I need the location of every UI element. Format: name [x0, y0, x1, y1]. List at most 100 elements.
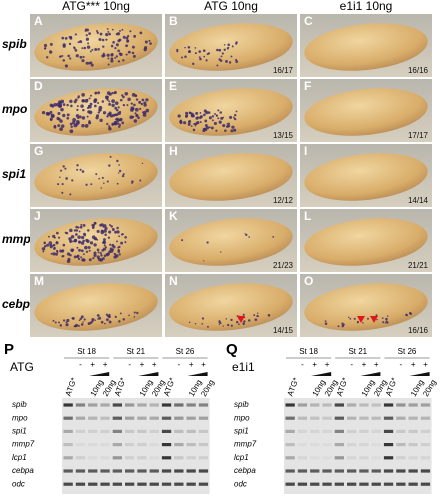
gel-band	[100, 429, 110, 433]
stain-dot	[94, 222, 97, 225]
stain-dot	[235, 60, 239, 63]
stain-dot	[341, 322, 344, 325]
gel-band	[310, 469, 320, 473]
gel-band	[149, 443, 159, 447]
gel-band	[75, 416, 86, 420]
stain-dot	[77, 257, 81, 261]
stain-dot	[208, 116, 212, 120]
stain-dot	[210, 126, 214, 130]
gel-band	[75, 429, 86, 433]
gel-band	[161, 416, 172, 420]
gel-band	[371, 469, 381, 473]
stain-dot	[117, 248, 120, 252]
gel-band	[161, 456, 172, 460]
stain-dot	[131, 45, 135, 49]
stain-dot	[76, 105, 79, 108]
stain-dot	[55, 249, 59, 253]
gel-band	[198, 416, 209, 420]
stain-dot	[211, 115, 215, 118]
stain-dot	[82, 108, 85, 112]
stain-dot	[82, 55, 85, 59]
stain-dot	[81, 93, 85, 97]
stain-dot	[103, 229, 107, 233]
stain-dot	[43, 43, 48, 48]
gel-band	[186, 469, 196, 473]
embryo	[169, 88, 293, 136]
stain-dot	[231, 45, 234, 48]
stain-dot	[64, 167, 67, 170]
gel-band	[359, 403, 369, 407]
stain-dot	[41, 111, 46, 115]
gel-band	[310, 456, 319, 459]
stain-dot	[94, 319, 96, 321]
gel-band	[372, 443, 381, 446]
stain-dot	[45, 56, 49, 59]
stain-dot	[111, 28, 114, 31]
stain-dot	[91, 235, 96, 239]
stain-dot	[106, 122, 109, 126]
stain-dot	[204, 123, 208, 127]
stain-dot	[349, 317, 352, 320]
stain-dot	[76, 246, 79, 249]
stain-dot	[54, 252, 59, 256]
stain-dot	[86, 106, 90, 110]
stain-dot	[96, 114, 100, 118]
stain-dot	[80, 249, 84, 253]
stain-dot	[184, 55, 187, 59]
stain-dot	[114, 56, 117, 59]
stain-dot	[52, 319, 55, 322]
gel-band	[359, 429, 369, 433]
gel-band	[322, 403, 332, 407]
stain-dot	[74, 48, 78, 52]
stain-dot	[149, 42, 152, 45]
gel-band	[285, 416, 295, 420]
stain-dot	[89, 241, 94, 245]
gel-band	[408, 429, 418, 433]
gel-band	[125, 482, 135, 486]
stain-dot	[114, 101, 119, 105]
stain-dot	[59, 324, 63, 327]
stain-dot	[59, 176, 61, 178]
gel-band	[334, 469, 344, 473]
dose-wedge	[409, 372, 430, 376]
dose-wedge	[89, 372, 110, 376]
stain-dot	[87, 61, 91, 65]
stain-dot	[115, 108, 119, 112]
gel-band	[371, 482, 381, 486]
stain-dot	[69, 228, 73, 233]
stain-dot	[235, 110, 238, 113]
stain-dot	[103, 244, 106, 247]
stain-dot	[110, 59, 114, 63]
stain-dot	[102, 54, 106, 57]
stain-dot	[78, 240, 82, 244]
gel-band	[63, 403, 73, 407]
stain-dot	[70, 125, 73, 129]
stain-dot	[94, 238, 97, 240]
stain-dot	[218, 323, 221, 325]
stain-dot	[216, 48, 219, 52]
stain-dot	[69, 122, 73, 126]
stain-dot	[66, 252, 71, 256]
gel-band	[75, 403, 86, 407]
stain-dot	[139, 107, 142, 110]
stain-dot	[207, 111, 211, 114]
stain-dot	[125, 36, 129, 40]
embryo-count: 14/14	[408, 196, 429, 205]
sign-label: -	[350, 360, 353, 369]
stain-dot	[225, 318, 228, 320]
stain-dot	[117, 172, 120, 174]
panel-letter: C	[304, 14, 313, 28]
sign-label: +	[189, 360, 194, 369]
embryo	[304, 88, 428, 136]
stain-dot	[194, 322, 197, 325]
stain-dot	[106, 115, 109, 118]
stain-dot	[70, 235, 75, 239]
stain-dot	[102, 111, 107, 115]
gel-band	[383, 456, 394, 460]
stain-dot	[106, 314, 109, 317]
stain-dot	[92, 256, 95, 260]
gel-band	[297, 456, 308, 460]
stain-dot	[138, 100, 142, 104]
stain-dot	[78, 230, 81, 233]
gel-band	[310, 416, 320, 420]
